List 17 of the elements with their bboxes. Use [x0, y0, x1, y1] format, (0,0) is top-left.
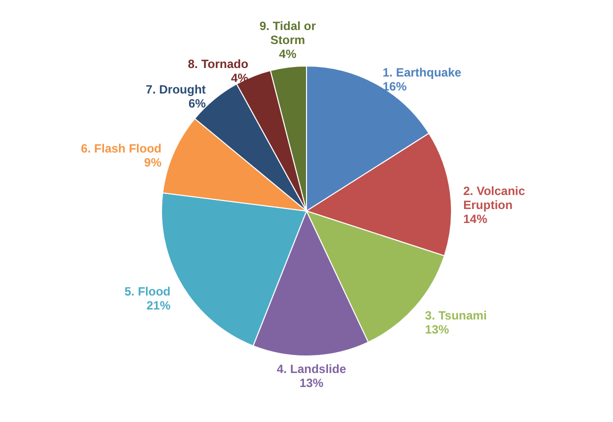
slice-label: 4. Landslide — [276, 362, 346, 376]
slice-label: 5. Flood — [124, 284, 171, 298]
slice-label: 6. Flash Flood — [80, 141, 162, 156]
slice-label: 9. Tidal or Storm — [259, 19, 316, 48]
slice-label: 1. Earthquake — [382, 66, 462, 80]
data-label: 16% — [382, 80, 407, 94]
data-label: 14% — [463, 212, 488, 226]
slice-label: 7. Drought — [146, 82, 206, 96]
data-label: 13% — [425, 322, 450, 336]
slice-label: 8. Tornado — [188, 57, 248, 72]
data-label: 21% — [146, 298, 171, 312]
slice-label: 3. Tsunami — [425, 308, 487, 322]
data-label: 6% — [188, 96, 206, 110]
data-label: 13% — [299, 376, 324, 390]
data-label: 4% — [279, 47, 297, 62]
data-label: 9% — [144, 155, 162, 170]
slice-label: 2. Volcanic Eruption — [463, 184, 526, 212]
